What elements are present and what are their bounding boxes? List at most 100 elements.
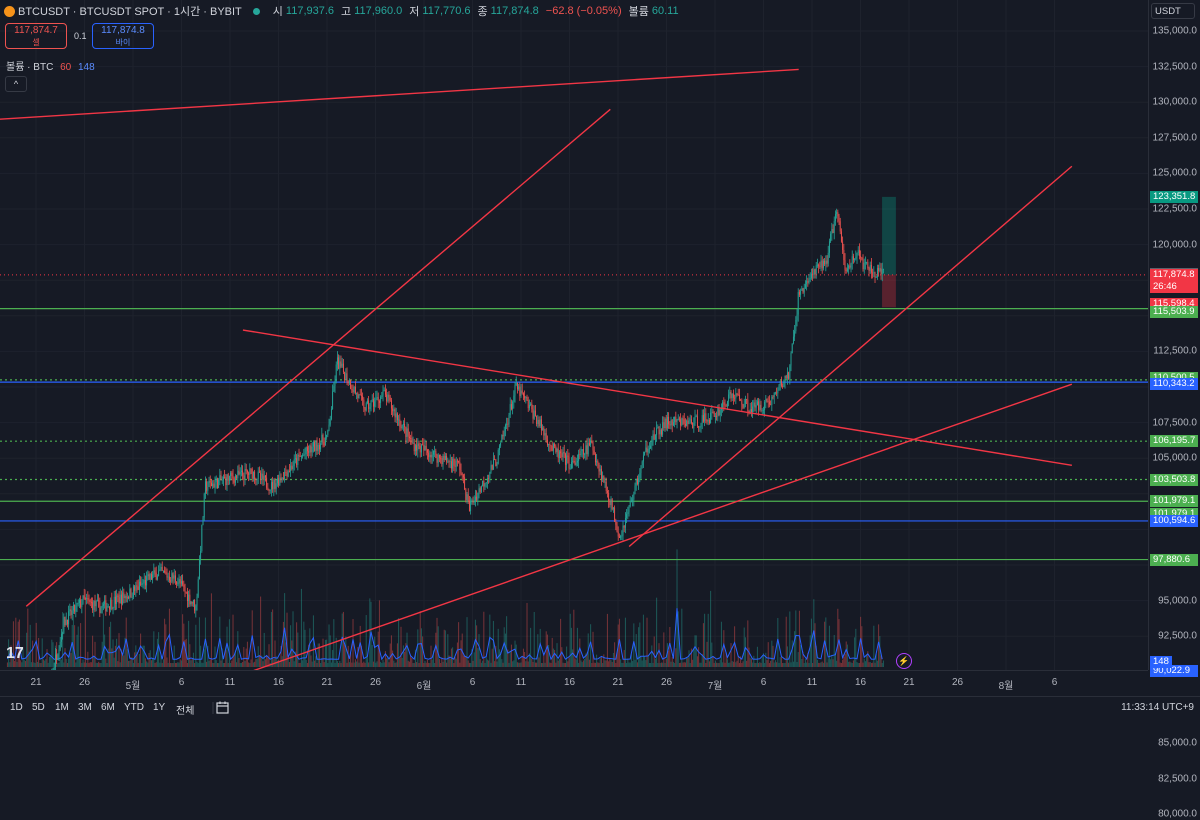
volume-average-line [6,608,883,661]
candle-body [506,423,508,425]
volume-bar [165,624,167,667]
long-position-tool[interactable] [882,196,896,308]
price-tick-label: 130,000.0 [1152,96,1198,108]
volume-bar [8,639,10,667]
range-button-5d[interactable]: 5D [32,702,45,713]
calendar-icon[interactable] [212,700,230,716]
candle-body [377,397,379,401]
candle-body [340,361,342,367]
candle-body [353,387,355,393]
volume-bar [107,648,109,667]
volume-bar [194,662,196,667]
candle-body [207,486,209,491]
volume-bar [654,659,656,667]
candle-body [875,277,877,278]
volume-bar [105,658,107,667]
range-button-3m[interactable]: 3M [78,702,92,713]
volume-bar [424,661,426,667]
volume-bar [872,662,874,667]
volume-bar [495,645,497,667]
tradingview-logo-icon[interactable]: 17 [6,645,24,662]
volume-bar [783,662,785,667]
trendlines[interactable] [0,68,1073,670]
range-button-ytd[interactable]: YTD [124,702,144,713]
volume-bar [411,658,413,667]
volume-bar [585,653,587,667]
volume-bar [669,627,671,667]
candle-body [591,441,593,444]
volume-bar [299,662,301,667]
range-button-전체[interactable]: 전체 [176,706,195,717]
volume-bar [119,662,121,667]
candle-body [676,420,678,422]
candle-body [366,400,368,404]
time-axis[interactable]: 21 26 5월 6 11 16 21 26 6월 6 11 16 21 26 7월 6 11 16 21 26 8월 6 [0,670,1148,697]
candle-body [653,434,655,440]
volume-bar [118,633,120,667]
candle-body [440,457,442,459]
candle-body [136,585,138,587]
volume-bar [614,642,616,667]
volume-bar [716,662,718,667]
time-tick-label: 11 [806,677,818,688]
volume-bar [785,616,787,667]
range-button-6m[interactable]: 6M [101,702,115,713]
candle-body [368,400,370,410]
collapse-chevron-icon[interactable]: ^ [5,76,27,92]
buy-button[interactable]: 117,874.8 바이 [92,23,154,49]
volume-bar [580,660,582,667]
price-chart[interactable] [0,0,1148,670]
sell-button[interactable]: 117,874.7 셀 [5,23,67,49]
candle-body [848,265,850,269]
price-axis[interactable]: 135,000.0 132,500.0 130,000.0 127,500.0 125,… [1148,0,1200,820]
candle-body [873,272,875,274]
lightning-icon[interactable]: ⚡ [896,653,912,669]
candle-body [594,454,596,463]
volume-bar [605,660,607,667]
candle-body [786,372,788,379]
candle-body [257,471,259,479]
candle-body [448,461,450,463]
candle-body [248,472,250,476]
volume-bar [839,662,841,667]
currency-select[interactable]: USDT [1151,3,1195,19]
price-tick-label: 120,000.0 [1152,239,1198,251]
candle-body [820,260,822,267]
volume-legend[interactable]: 볼륨 · BTC 60 148 [6,58,95,73]
candle-body [454,465,456,467]
volume-bar [182,614,184,667]
range-button-1m[interactable]: 1M [55,702,69,713]
volume-bar [104,634,106,667]
volume-bar [302,660,304,667]
candle-body [807,280,809,283]
candle-body [665,418,667,429]
volume-bar [794,631,796,667]
candle-body [502,434,504,437]
volume-bar [364,662,366,667]
candle-body [634,485,636,495]
volume-bar [344,644,346,667]
candle-body [474,496,476,502]
volume-bar [75,662,77,667]
candle-body [609,500,611,506]
volume-bar [261,655,263,667]
candle-body [424,445,426,451]
candle-body [851,256,853,264]
clock[interactable]: 11:33:14 UTC+9 [1121,702,1194,713]
candle-body [494,459,496,461]
range-button-1d[interactable]: 1D [10,702,23,713]
volume-bar [360,645,362,667]
candle-body [320,443,322,450]
volume-bar [728,662,730,667]
volume-bar [122,653,124,667]
candle-body [105,600,107,612]
volume-bar [324,639,326,667]
range-button-1y[interactable]: 1Y [153,702,166,713]
volume-bar [59,657,61,667]
volume-bar [219,616,221,667]
volume-bar [375,662,377,667]
volume-bar [147,662,149,667]
volume-bar [206,661,208,667]
symbol-title[interactable]: BTCUSDT · BTCUSDT SPOT · 1시간 · BYBIT [18,6,242,18]
volume-bar [548,644,550,667]
